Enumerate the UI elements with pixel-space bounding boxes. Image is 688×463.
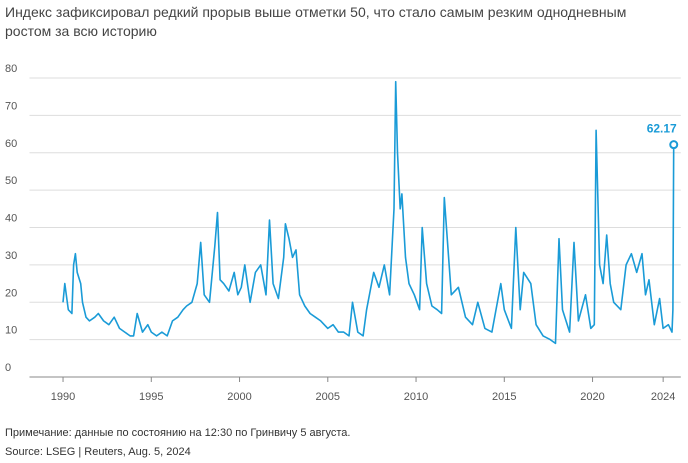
y-tick-label: 80 bbox=[5, 63, 17, 75]
line bbox=[62, 80, 675, 345]
x-tick-label: 2020 bbox=[580, 391, 604, 403]
x-tick-label: 1995 bbox=[139, 391, 163, 403]
source: Source: LSEG | Reuters, Aug. 5, 2024 bbox=[5, 446, 191, 458]
x-tick-label: 2005 bbox=[316, 391, 340, 403]
y-tick-label: 50 bbox=[5, 175, 17, 187]
end-marker bbox=[669, 140, 679, 150]
y-tick-label: 0 bbox=[5, 362, 11, 374]
x-tick-label: 2015 bbox=[492, 391, 516, 403]
y-tick-label: 60 bbox=[5, 138, 17, 150]
x-tick-label: 2024 bbox=[651, 391, 675, 403]
y-tick-label: 30 bbox=[5, 250, 17, 262]
chart-title: Индекс зафиксировал редкий прорыв выше о… bbox=[5, 4, 626, 20]
y-tick-label: 40 bbox=[5, 213, 17, 225]
chart-subtitle: ростом за всю историю bbox=[5, 23, 157, 39]
y-tick-label: 10 bbox=[5, 325, 17, 337]
end-label: 62.17 bbox=[647, 122, 677, 136]
y-tick-label: 70 bbox=[5, 100, 17, 112]
x-tick-label: 2000 bbox=[227, 391, 251, 403]
y-tick-label: 20 bbox=[5, 287, 17, 299]
note: Примечание: данные по состоянию на 12:30… bbox=[5, 427, 350, 439]
x-tick-label: 1990 bbox=[51, 391, 75, 403]
x-tick-label: 2010 bbox=[404, 391, 428, 403]
